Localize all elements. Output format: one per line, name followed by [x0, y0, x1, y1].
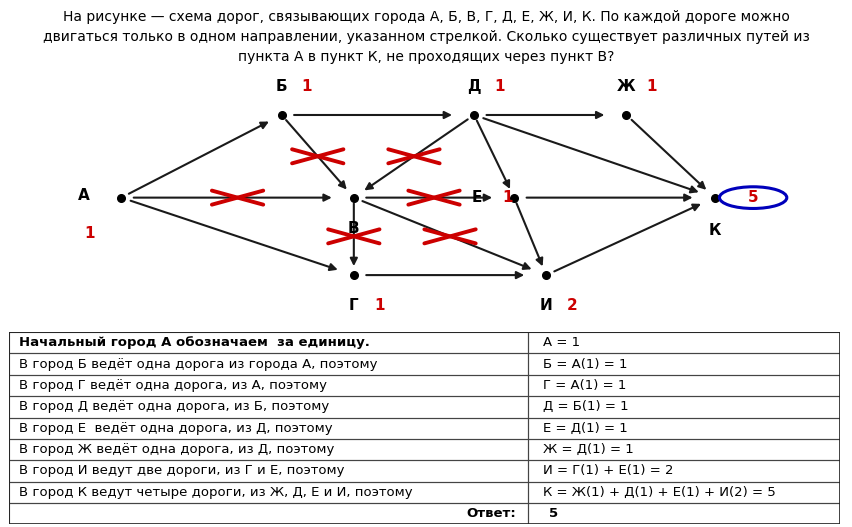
Text: В город И ведут две дороги, из Г и Е, поэтому: В город И ведут две дороги, из Г и Е, по…	[19, 464, 343, 477]
Text: Начальный город А обозначаем  за единицу.: Начальный город А обозначаем за единицу.	[19, 336, 369, 349]
Text: Ответ:: Ответ:	[465, 507, 515, 520]
Text: Ж: Ж	[616, 80, 635, 94]
Text: А = 1: А = 1	[543, 336, 579, 349]
Text: В город Г ведёт одна дорога, из А, поэтому: В город Г ведёт одна дорога, из А, поэто…	[19, 379, 326, 392]
Text: 1: 1	[373, 298, 384, 314]
Text: Е = Д(1) = 1: Е = Д(1) = 1	[543, 422, 627, 435]
Text: А: А	[78, 188, 89, 202]
Text: 1: 1	[83, 226, 95, 241]
Text: На рисунке — схема дорог, связывающих города А, Б, В, Г, Д, Е, Ж, И, К. По каждо: На рисунке — схема дорог, связывающих го…	[43, 10, 809, 64]
Text: В город Д ведёт одна дорога, из Б, поэтому: В город Д ведёт одна дорога, из Б, поэто…	[19, 401, 328, 413]
Text: 1: 1	[493, 80, 504, 94]
Text: И: И	[539, 298, 552, 314]
Text: И = Г(1) + Е(1) = 2: И = Г(1) + Е(1) = 2	[543, 464, 673, 477]
Text: Г = А(1) = 1: Г = А(1) = 1	[543, 379, 626, 392]
Text: В город Ж ведёт одна дорога, из Д, поэтому: В город Ж ведёт одна дорога, из Д, поэто…	[19, 443, 333, 456]
Text: 5: 5	[747, 190, 757, 205]
Text: 1: 1	[302, 80, 312, 94]
Text: К = Ж(1) + Д(1) + Е(1) + И(2) = 5: К = Ж(1) + Д(1) + Е(1) + И(2) = 5	[543, 486, 775, 499]
Text: Б: Б	[275, 80, 287, 94]
Text: 1: 1	[646, 80, 656, 94]
Text: В город К ведут четыре дороги, из Ж, Д, Е и И, поэтому: В город К ведут четыре дороги, из Ж, Д, …	[19, 486, 412, 499]
Text: В город Б ведёт одна дорога из города А, поэтому: В город Б ведёт одна дорога из города А,…	[19, 357, 377, 370]
Text: 2: 2	[566, 298, 577, 314]
Text: Д = Б(1) = 1: Д = Б(1) = 1	[543, 401, 628, 413]
Text: 1: 1	[502, 190, 512, 205]
Text: Е: Е	[471, 190, 481, 205]
Text: Ж = Д(1) = 1: Ж = Д(1) = 1	[543, 443, 633, 456]
Text: Г: Г	[348, 298, 358, 314]
Text: 5: 5	[549, 507, 557, 520]
Text: Б = А(1) = 1: Б = А(1) = 1	[543, 357, 627, 370]
Text: В город Е  ведёт одна дорога, из Д, поэтому: В город Е ведёт одна дорога, из Д, поэто…	[19, 422, 331, 435]
Text: Д: Д	[467, 80, 481, 94]
Text: В: В	[348, 221, 360, 236]
Text: К: К	[707, 223, 720, 238]
